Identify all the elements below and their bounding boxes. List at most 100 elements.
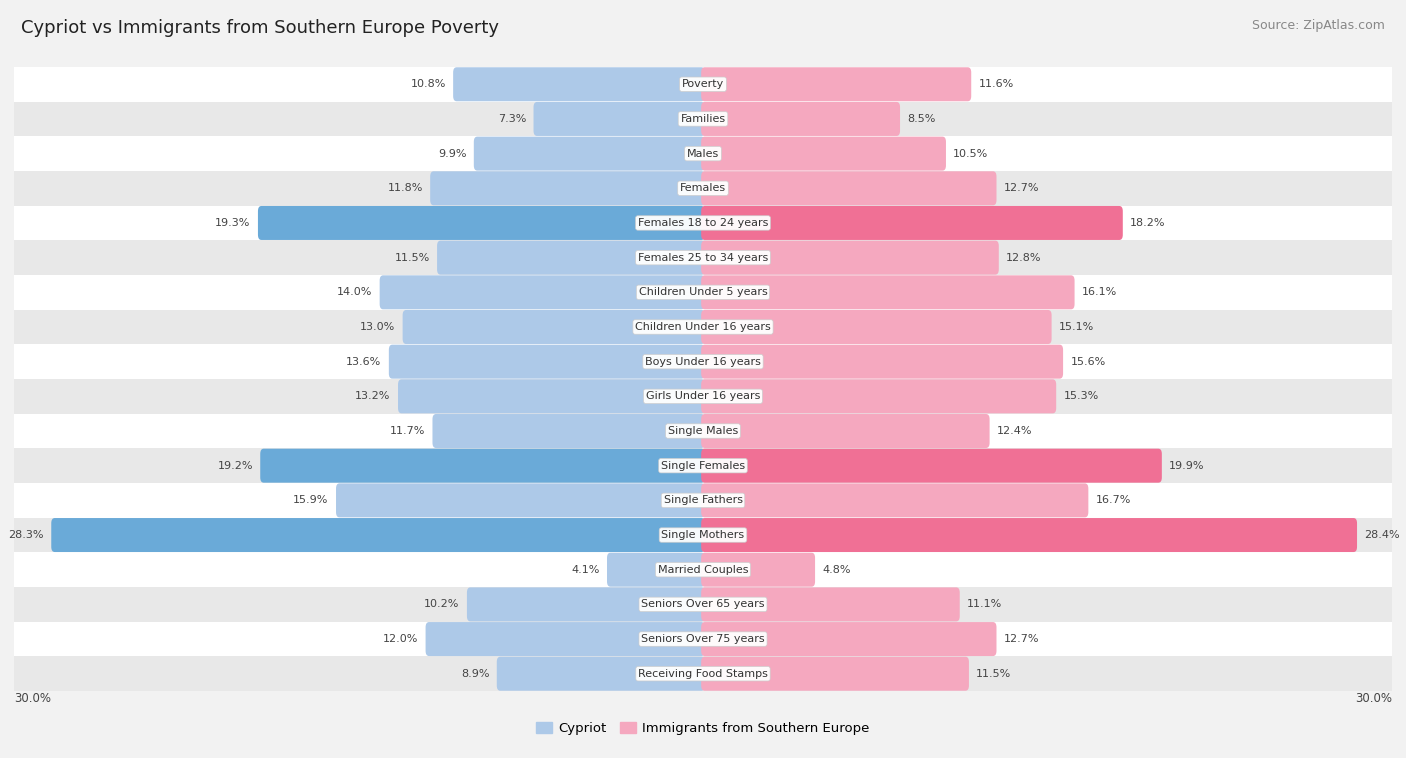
Text: Single Females: Single Females [661, 461, 745, 471]
FancyBboxPatch shape [702, 67, 972, 102]
Text: Boys Under 16 years: Boys Under 16 years [645, 357, 761, 367]
Bar [0, 379, 1406, 414]
Text: 15.6%: 15.6% [1070, 357, 1105, 367]
Text: Seniors Over 65 years: Seniors Over 65 years [641, 600, 765, 609]
FancyBboxPatch shape [51, 518, 704, 552]
FancyBboxPatch shape [496, 656, 704, 691]
FancyBboxPatch shape [398, 379, 704, 413]
FancyBboxPatch shape [702, 171, 997, 205]
Bar [0, 344, 1406, 379]
Text: 11.8%: 11.8% [388, 183, 423, 193]
FancyBboxPatch shape [533, 102, 704, 136]
FancyBboxPatch shape [389, 345, 704, 379]
Bar [0, 275, 1406, 310]
Text: 28.4%: 28.4% [1364, 530, 1400, 540]
Bar [0, 587, 1406, 622]
Legend: Cypriot, Immigrants from Southern Europe: Cypriot, Immigrants from Southern Europe [531, 717, 875, 741]
FancyBboxPatch shape [430, 171, 704, 205]
FancyBboxPatch shape [474, 136, 704, 171]
FancyBboxPatch shape [702, 345, 1063, 379]
Text: 12.0%: 12.0% [382, 634, 418, 644]
Bar [0, 553, 1406, 587]
Text: 11.6%: 11.6% [979, 80, 1014, 89]
Text: 30.0%: 30.0% [1355, 692, 1392, 705]
FancyBboxPatch shape [702, 240, 998, 274]
Text: Families: Families [681, 114, 725, 124]
FancyBboxPatch shape [402, 310, 704, 344]
FancyBboxPatch shape [702, 518, 1357, 552]
Bar [0, 622, 1406, 656]
Bar [0, 448, 1406, 483]
Text: 15.9%: 15.9% [294, 496, 329, 506]
FancyBboxPatch shape [467, 587, 704, 622]
Bar [0, 171, 1406, 205]
Text: Seniors Over 75 years: Seniors Over 75 years [641, 634, 765, 644]
FancyBboxPatch shape [426, 622, 704, 656]
Text: 10.2%: 10.2% [425, 600, 460, 609]
Text: 11.5%: 11.5% [395, 252, 430, 262]
Text: 11.1%: 11.1% [967, 600, 1002, 609]
FancyBboxPatch shape [607, 553, 704, 587]
FancyBboxPatch shape [453, 67, 704, 102]
FancyBboxPatch shape [437, 240, 704, 274]
Text: 4.1%: 4.1% [571, 565, 599, 575]
FancyBboxPatch shape [702, 449, 1161, 483]
FancyBboxPatch shape [336, 484, 704, 518]
Text: 8.9%: 8.9% [461, 669, 489, 678]
FancyBboxPatch shape [257, 206, 704, 240]
Text: Source: ZipAtlas.com: Source: ZipAtlas.com [1251, 19, 1385, 32]
Text: 28.3%: 28.3% [8, 530, 44, 540]
Text: Females 25 to 34 years: Females 25 to 34 years [638, 252, 768, 262]
FancyBboxPatch shape [702, 275, 1074, 309]
Text: 14.0%: 14.0% [337, 287, 373, 297]
FancyBboxPatch shape [702, 206, 1123, 240]
FancyBboxPatch shape [702, 379, 1056, 413]
Text: 12.7%: 12.7% [1004, 183, 1039, 193]
Text: Females 18 to 24 years: Females 18 to 24 years [638, 218, 768, 228]
Bar [0, 136, 1406, 171]
Text: 10.8%: 10.8% [411, 80, 446, 89]
Text: 4.8%: 4.8% [823, 565, 851, 575]
Text: 19.9%: 19.9% [1170, 461, 1205, 471]
FancyBboxPatch shape [380, 275, 704, 309]
Bar [0, 240, 1406, 275]
Bar [0, 518, 1406, 553]
Text: 11.7%: 11.7% [389, 426, 425, 436]
FancyBboxPatch shape [702, 136, 946, 171]
Text: Married Couples: Married Couples [658, 565, 748, 575]
Text: 15.3%: 15.3% [1063, 391, 1099, 401]
FancyBboxPatch shape [702, 310, 1052, 344]
Text: Single Mothers: Single Mothers [661, 530, 745, 540]
Text: Males: Males [688, 149, 718, 158]
FancyBboxPatch shape [702, 622, 997, 656]
FancyBboxPatch shape [702, 587, 960, 622]
FancyBboxPatch shape [702, 414, 990, 448]
Text: 7.3%: 7.3% [498, 114, 526, 124]
Text: Receiving Food Stamps: Receiving Food Stamps [638, 669, 768, 678]
FancyBboxPatch shape [433, 414, 704, 448]
FancyBboxPatch shape [702, 553, 815, 587]
FancyBboxPatch shape [702, 656, 969, 691]
Bar [0, 483, 1406, 518]
Text: Children Under 16 years: Children Under 16 years [636, 322, 770, 332]
Text: 8.5%: 8.5% [907, 114, 936, 124]
Text: 19.3%: 19.3% [215, 218, 250, 228]
Bar [0, 67, 1406, 102]
Text: 12.7%: 12.7% [1004, 634, 1039, 644]
Text: Single Fathers: Single Fathers [664, 496, 742, 506]
Text: 19.2%: 19.2% [218, 461, 253, 471]
Text: 10.5%: 10.5% [953, 149, 988, 158]
Text: 12.8%: 12.8% [1007, 252, 1042, 262]
Text: 13.2%: 13.2% [356, 391, 391, 401]
Text: 9.9%: 9.9% [437, 149, 467, 158]
Text: Cypriot vs Immigrants from Southern Europe Poverty: Cypriot vs Immigrants from Southern Euro… [21, 19, 499, 37]
FancyBboxPatch shape [260, 449, 704, 483]
Bar [0, 205, 1406, 240]
Bar [0, 414, 1406, 448]
Text: 16.7%: 16.7% [1095, 496, 1130, 506]
FancyBboxPatch shape [702, 102, 900, 136]
Text: 13.0%: 13.0% [360, 322, 395, 332]
Text: Girls Under 16 years: Girls Under 16 years [645, 391, 761, 401]
Text: 15.1%: 15.1% [1059, 322, 1094, 332]
Bar [0, 656, 1406, 691]
